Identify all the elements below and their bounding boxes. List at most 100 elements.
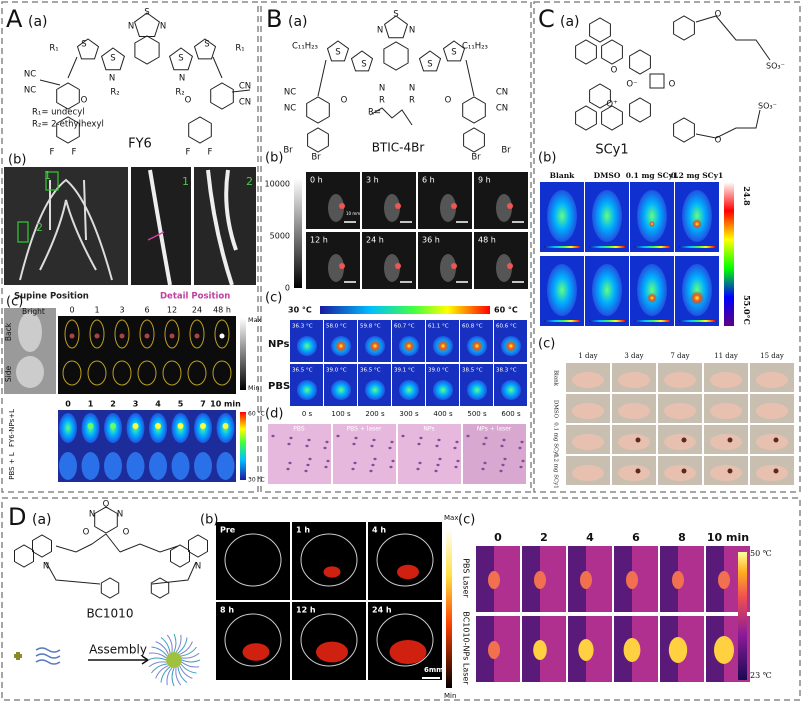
atom-label: NC xyxy=(284,88,296,98)
structure-bond xyxy=(384,15,408,39)
arrow-label: Assembly xyxy=(89,643,147,657)
signal xyxy=(219,333,225,339)
nucleus xyxy=(389,465,393,469)
mouse xyxy=(572,372,604,388)
compound-name: FY6 xyxy=(128,137,152,152)
time-label: 8 h xyxy=(220,606,234,615)
structure-bond xyxy=(306,96,330,124)
structure-bond xyxy=(32,534,52,558)
nucleus xyxy=(500,444,504,448)
hot-spot xyxy=(690,291,704,305)
nucleus xyxy=(519,465,523,469)
hot-spot xyxy=(714,636,734,664)
nanoparticle xyxy=(177,666,188,683)
mouse-thermal xyxy=(682,190,712,242)
nucleus xyxy=(306,463,310,467)
hot-spot xyxy=(222,423,229,429)
region-label: 1 xyxy=(44,169,51,182)
time-label: 24 h xyxy=(372,606,392,615)
nucleus xyxy=(502,438,506,442)
background xyxy=(660,546,678,612)
column-header: 0.1 mg SCy1 xyxy=(626,171,678,180)
temperature-label: 59.8 °C xyxy=(360,324,381,330)
structure-bond xyxy=(100,577,120,599)
signal xyxy=(507,203,513,209)
nanoparticle xyxy=(180,663,197,674)
mouse-thermal xyxy=(399,380,419,400)
nucleus xyxy=(454,465,458,469)
subpanel-label: (d) xyxy=(265,407,283,422)
nanoparticle xyxy=(166,634,173,653)
signal xyxy=(507,263,513,269)
colorbar-label: Min xyxy=(248,384,260,392)
structure-bond xyxy=(39,56,251,93)
colorbar xyxy=(240,318,246,390)
panel-letter: D xyxy=(8,503,26,531)
nucleus xyxy=(434,469,438,473)
temperature-label: 60.6 °C xyxy=(496,324,517,330)
pa-signal xyxy=(242,643,270,661)
structure-bond xyxy=(76,38,100,60)
hot-spot xyxy=(668,637,688,663)
nanoparticle xyxy=(166,667,173,686)
structure-bond xyxy=(649,15,771,139)
atom-label: O xyxy=(81,96,88,106)
nucleus xyxy=(324,465,328,469)
nucleus xyxy=(371,463,375,467)
structure-bond xyxy=(326,40,350,62)
mouse-thermal xyxy=(433,380,453,400)
hot-spot xyxy=(505,340,517,352)
mouse-thermal xyxy=(297,336,317,356)
nucleus xyxy=(520,440,524,444)
compound-name: SCy1 xyxy=(595,143,628,158)
time-label: 4 xyxy=(586,531,594,544)
time-label: 4 h xyxy=(372,526,386,535)
time-label: 12 xyxy=(167,306,177,315)
structure-bond xyxy=(629,49,651,75)
colorbar-label: Max xyxy=(444,514,458,522)
nanoparticle xyxy=(175,667,182,686)
time-label: 6 xyxy=(144,306,149,315)
hot-spot xyxy=(534,571,546,589)
hot-spot xyxy=(403,340,415,352)
atom-label: S xyxy=(144,8,149,18)
background xyxy=(568,546,586,612)
colorbar-label: 23 ℃ xyxy=(750,671,772,680)
mouse xyxy=(756,372,788,388)
atom-label: Br xyxy=(311,153,321,163)
column-header: PBS xyxy=(293,426,305,433)
hot-spot xyxy=(369,340,381,352)
colorbar xyxy=(724,182,734,326)
time-label: 48 h xyxy=(478,236,496,245)
structure-bond xyxy=(170,544,190,568)
sulfonate-label: SO₃⁻ xyxy=(766,62,785,71)
nucleus xyxy=(499,469,503,473)
vessel xyxy=(148,169,172,286)
nanoparticle xyxy=(155,665,169,679)
background xyxy=(522,616,540,682)
pa-signal xyxy=(323,566,341,578)
structure-bond xyxy=(629,97,651,123)
histology-image xyxy=(463,424,526,484)
time-label: 1 h xyxy=(296,526,310,535)
background xyxy=(614,546,632,612)
nanoparticle xyxy=(181,661,200,668)
time-label: 36 h xyxy=(422,236,440,245)
mini-colorbar xyxy=(679,246,715,248)
atom-label: O⁺ xyxy=(606,100,617,110)
tumor xyxy=(635,468,641,474)
atom-label: O xyxy=(83,528,90,538)
signal xyxy=(194,333,200,339)
signal xyxy=(395,203,401,209)
mouse xyxy=(496,254,512,282)
colorbar-label: 60 °C xyxy=(494,306,518,315)
time-label: 1 xyxy=(88,400,94,409)
structure-bond xyxy=(14,544,34,568)
time-label: 8 xyxy=(678,531,686,544)
column-header: 3 day xyxy=(624,352,643,360)
signal xyxy=(69,333,75,339)
hot-spot xyxy=(177,423,184,429)
